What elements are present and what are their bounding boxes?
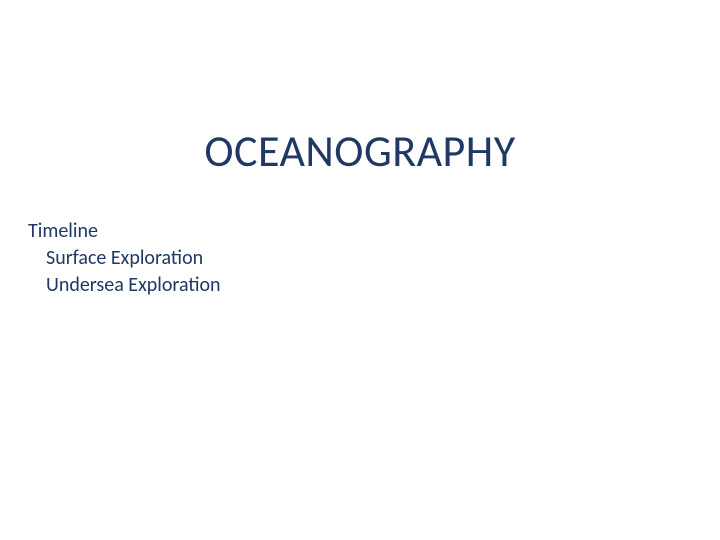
body-line-2: Surface Exploration [46,245,221,272]
body-line-1: Timeline [28,218,221,245]
slide: OCEANOGRAPHY Timeline Surface Exploratio… [0,0,720,540]
slide-body: Timeline Surface Exploration Undersea Ex… [28,218,221,299]
body-line-3: Undersea Exploration [46,272,221,299]
slide-title: OCEANOGRAPHY [0,124,720,178]
